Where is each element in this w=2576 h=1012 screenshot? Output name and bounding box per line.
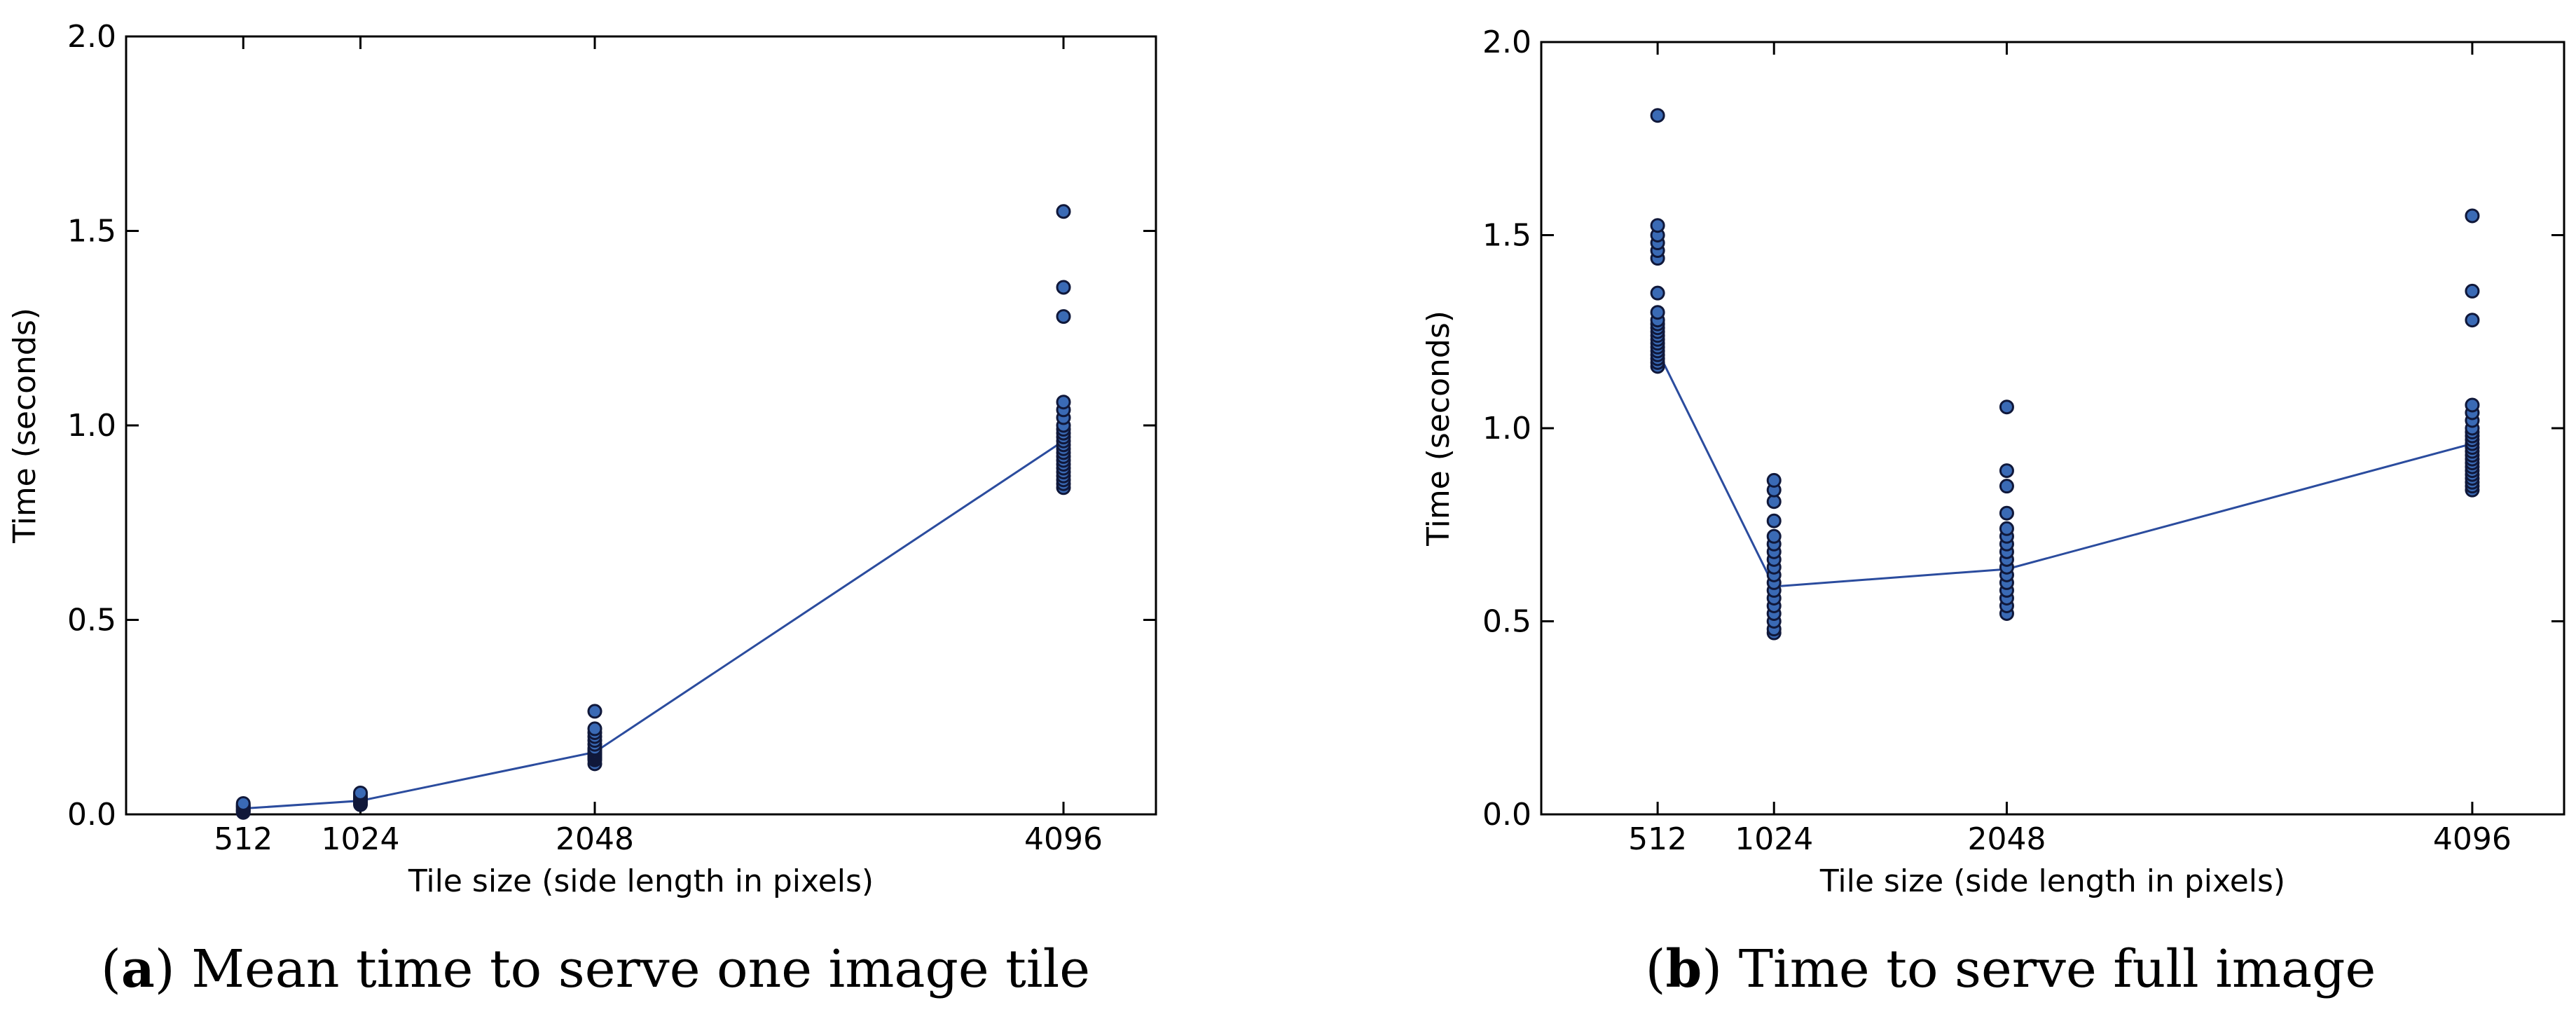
panel-b: 0.0 0.5 1.0 1.5 2.0 512 1024 2048 4096 Tile size …	[1421, 25, 2565, 999]
caption-paren: (	[101, 939, 121, 999]
x-axis-label: Tile size (side length in pixels)	[1819, 863, 2285, 899]
y-tick-label: 1.5	[67, 214, 116, 249]
data-point	[1999, 521, 2014, 536]
data-point	[1999, 399, 2014, 415]
data-point	[587, 704, 602, 719]
data-point	[1766, 472, 1782, 488]
x-tick-label: 4096	[2433, 821, 2512, 857]
data-point	[1650, 108, 1665, 123]
data-point	[1766, 528, 1782, 544]
data-point	[1650, 305, 1665, 320]
x-tick-label: 512	[214, 821, 273, 857]
y-axis-label: Time (seconds)	[7, 308, 43, 544]
y-tick-label: 0.5	[67, 603, 116, 638]
x-tick-label: 2048	[556, 821, 634, 857]
data-point	[1999, 505, 2014, 521]
panel-a: 0.0 0.5 1.0 1.5 2.0 512 1024 2048 4096 Tile size …	[7, 19, 1157, 999]
data-point	[235, 795, 251, 811]
panel-caption: (a) Mean time to serve one image tile	[101, 939, 1090, 999]
data-point	[1999, 463, 2014, 479]
data-point	[2465, 283, 2480, 299]
data-point	[1056, 395, 1071, 410]
panel-caption: (b) Time to serve full image	[1646, 939, 2376, 999]
x-axis-label: Tile size (side length in pixels)	[408, 863, 874, 899]
data-point	[353, 785, 369, 800]
data-point	[1650, 218, 1665, 233]
mean-line	[1656, 350, 2473, 588]
y-tick-label: 2.0	[67, 19, 116, 55]
plot-frame	[125, 35, 1157, 816]
data-point	[2465, 397, 2480, 413]
x-tick-label: 1024	[1735, 821, 1813, 857]
y-tick-label: 0.0	[67, 797, 116, 833]
caption-paren: (	[1646, 939, 1666, 999]
data-point	[587, 721, 602, 737]
y-tick-label: 1.0	[67, 408, 116, 444]
x-tick-label: 1024	[322, 821, 400, 857]
data-point	[1650, 285, 1665, 301]
data-point	[2465, 313, 2480, 328]
y-tick-label: 0.5	[1482, 604, 1531, 640]
caption-paren: )	[1702, 939, 1738, 999]
data-point	[1056, 280, 1071, 295]
data-point	[1056, 204, 1071, 219]
x-tick-label: 4096	[1024, 821, 1103, 857]
caption-text: Mean time to serve one image tile	[191, 939, 1090, 999]
x-tick-label: 2048	[1967, 821, 2046, 857]
x-tick-label: 512	[1628, 821, 1687, 857]
caption-paren: )	[155, 939, 191, 999]
data-point	[1056, 309, 1071, 324]
data-point	[1999, 479, 2014, 494]
caption-letter: b	[1666, 939, 1702, 999]
y-tick-label: 1.0	[1482, 411, 1531, 446]
caption-letter: a	[121, 939, 155, 999]
mean-line	[243, 439, 1064, 810]
data-point	[2465, 208, 2480, 224]
y-tick-label: 2.0	[1482, 25, 1531, 60]
caption-text: Time to serve full image	[1739, 939, 2376, 999]
data-point	[1766, 513, 1782, 528]
y-tick-label: 0.0	[1482, 797, 1531, 833]
y-axis-label: Time (seconds)	[1421, 310, 1456, 547]
y-tick-label: 1.5	[1482, 218, 1531, 254]
